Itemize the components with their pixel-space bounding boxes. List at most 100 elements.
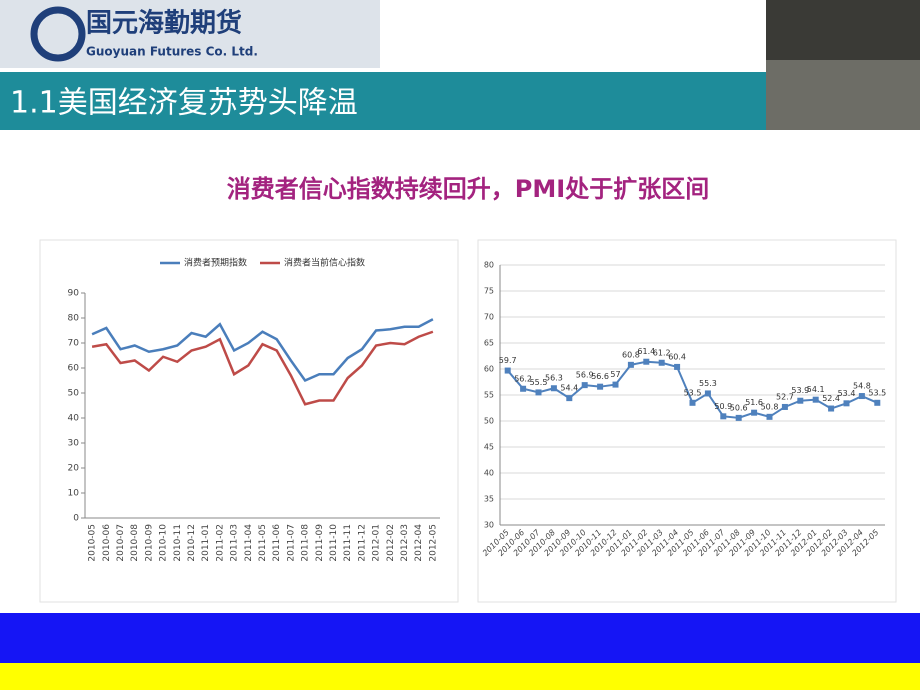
y-tick-label: 80 — [484, 261, 494, 270]
marker — [812, 396, 819, 403]
x-tick-label: 2011-03 — [230, 524, 240, 562]
data-label: 61.2 — [653, 348, 671, 357]
y-tick-label: 35 — [484, 495, 494, 504]
data-label: 54.4 — [560, 384, 578, 393]
y-tick-label: 50 — [68, 389, 80, 399]
marker — [550, 385, 557, 392]
marker — [504, 367, 511, 374]
marker — [612, 381, 619, 388]
footer-band-yellow — [0, 663, 920, 690]
x-tick-label: 2011-05 — [258, 524, 268, 562]
data-label: 53.5 — [868, 388, 886, 397]
data-label: 53.4 — [838, 389, 856, 398]
x-tick-label: 2011-02 — [215, 524, 225, 562]
marker — [627, 361, 634, 368]
y-tick-label: 75 — [484, 287, 494, 296]
y-tick-label: 20 — [68, 464, 80, 474]
data-label: 59.7 — [499, 356, 517, 365]
marker — [658, 359, 665, 366]
x-tick-label: 2012-03 — [400, 524, 410, 562]
y-tick-label: 50 — [484, 417, 494, 426]
marker — [535, 389, 542, 396]
data-label: 56.3 — [545, 374, 563, 383]
y-tick-label: 10 — [68, 489, 80, 499]
y-tick-label: 30 — [484, 521, 494, 530]
x-tick-label: 2011-08 — [301, 524, 311, 562]
data-label: 54.1 — [807, 385, 825, 394]
y-tick-label: 90 — [68, 289, 80, 299]
data-label: 55.5 — [530, 378, 548, 387]
y-tick-label: 40 — [484, 469, 494, 478]
marker — [828, 405, 835, 412]
data-label: 56.6 — [591, 372, 609, 381]
data-label: 54.8 — [853, 382, 871, 391]
data-label: 60.4 — [668, 352, 686, 361]
x-tick-label: 2010-10 — [159, 524, 169, 562]
logo-english: Guoyuan Futures Co. Ltd. — [86, 45, 258, 59]
y-tick-label: 60 — [484, 365, 494, 374]
marker — [843, 400, 850, 407]
marker — [674, 363, 681, 370]
marker — [766, 413, 773, 420]
marker — [858, 393, 865, 400]
x-tick-label: 2010-07 — [116, 524, 126, 562]
y-tick-label: 80 — [68, 314, 80, 324]
x-tick-label: 2012-01 — [372, 524, 382, 562]
x-tick-label: 2010-09 — [144, 524, 154, 562]
x-tick-label: 2011-10 — [329, 524, 339, 562]
y-tick-label: 70 — [68, 339, 80, 349]
x-tick-label: 2010-11 — [173, 524, 183, 562]
y-tick-label: 40 — [68, 414, 80, 424]
x-tick-label: 2012-02 — [386, 524, 396, 562]
data-label: 50.6 — [730, 403, 748, 412]
marker — [520, 385, 527, 392]
y-tick-label: 65 — [484, 339, 494, 348]
series-line — [91, 318, 434, 383]
data-label: 53.9 — [791, 386, 809, 395]
data-label: 56.9 — [576, 371, 594, 380]
x-tick-label: 2011-06 — [272, 524, 282, 562]
subtitle: 消费者信心指数持续回升，PMI处于扩张区间 — [227, 175, 709, 203]
y-tick-label: 0 — [73, 514, 79, 524]
y-tick-label: 55 — [484, 391, 494, 400]
marker — [781, 403, 788, 410]
title-band — [0, 72, 766, 130]
legend-label: 消费者预期指数 — [184, 257, 247, 269]
logo-name: 国元海勤期货 — [86, 8, 242, 39]
marker — [735, 414, 742, 421]
x-tick-label: 2012-05 — [428, 524, 438, 562]
x-tick-label: 2011-04 — [244, 524, 254, 562]
series-line — [91, 330, 434, 406]
marker — [689, 399, 696, 406]
legend-label: 消费者当前信心指数 — [284, 257, 365, 269]
data-label: 53.5 — [684, 388, 702, 397]
x-tick-label: 2011-09 — [315, 524, 325, 562]
photo-water — [766, 60, 920, 130]
data-label: 56.2 — [514, 374, 532, 383]
data-label: 52.4 — [822, 394, 840, 403]
marker — [720, 413, 727, 420]
marker — [751, 409, 758, 416]
data-label: 50.8 — [761, 402, 779, 411]
marker — [704, 390, 711, 397]
marker — [581, 382, 588, 389]
x-tick-label: 2011-07 — [286, 524, 296, 562]
x-tick-label: 2012-04 — [414, 524, 424, 562]
marker — [597, 383, 604, 390]
x-tick-label: 2011-12 — [357, 524, 367, 562]
y-tick-label: 60 — [68, 364, 80, 374]
x-tick-label: 2011-01 — [201, 524, 211, 562]
marker — [566, 395, 573, 402]
data-label: 52.7 — [776, 392, 794, 401]
x-tick-label: 2010-05 — [88, 524, 98, 562]
chart-frame — [39, 239, 459, 603]
x-tick-label: 2010-06 — [102, 524, 112, 562]
footer-band-blue — [0, 613, 920, 663]
data-label: 51.6 — [745, 398, 763, 407]
logo-icon — [30, 6, 86, 62]
data-label: 60.8 — [622, 350, 640, 359]
x-tick-label: 2010-12 — [187, 524, 197, 562]
y-tick-label: 45 — [484, 443, 494, 452]
slide-title: 1.1美国经济复苏势头降温 — [10, 86, 358, 121]
